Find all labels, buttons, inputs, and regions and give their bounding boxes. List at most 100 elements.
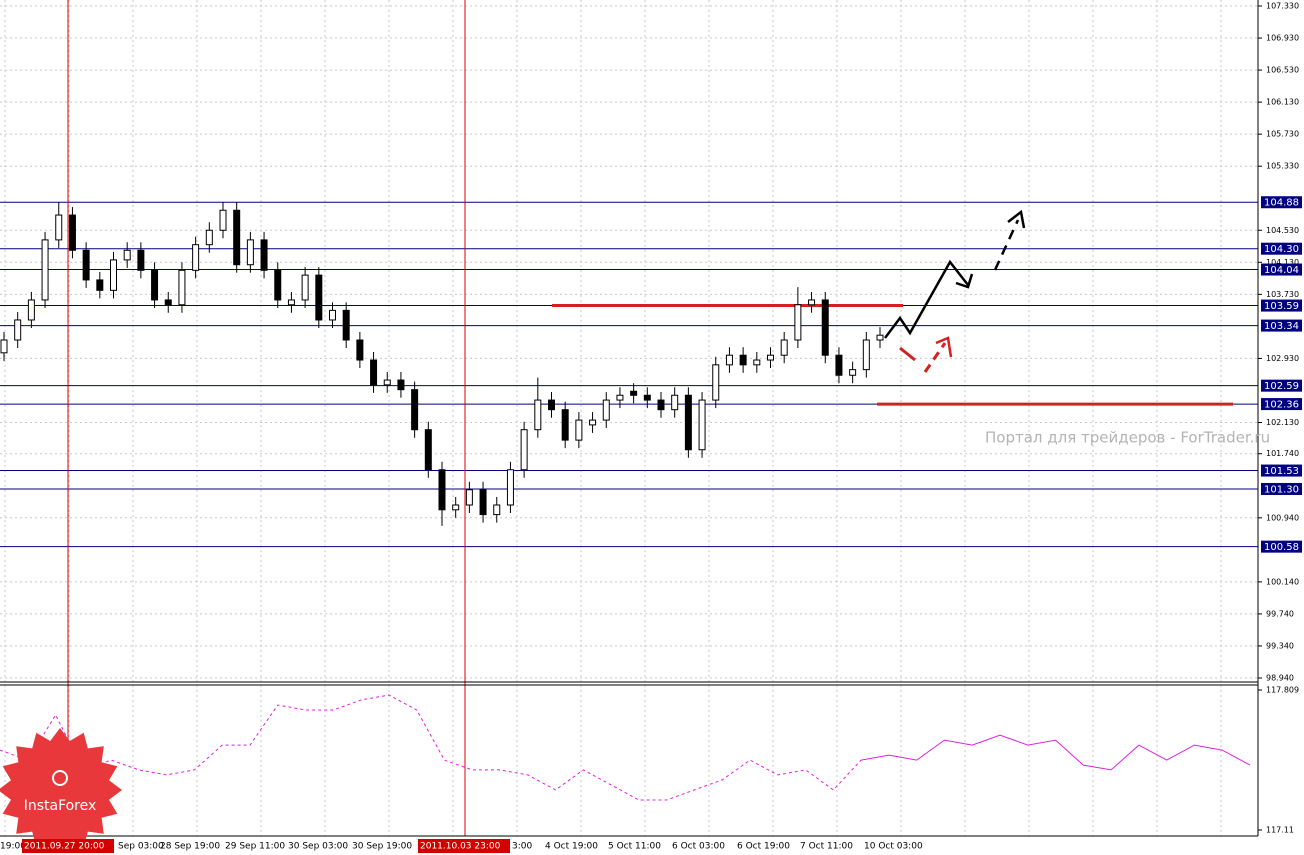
candle-body [164,299,172,306]
y-tick-label: 99.740 [1266,609,1294,618]
candle-body [55,214,63,241]
indicator-layer [0,694,1251,801]
candle-body [178,269,186,306]
candle-body [506,469,514,506]
candle-body [548,399,555,411]
candle-body [753,359,761,366]
candle-body [835,354,843,376]
x-tick-label: Sep 03:00 [118,842,164,852]
candle-body [383,379,391,386]
level-label-box [1261,242,1302,255]
candle-body [260,239,268,271]
level-layer [0,201,1258,548]
candle-body [794,304,802,341]
y-tick-label: 102.930 [1266,354,1299,363]
candle-body [329,309,336,321]
watermark: Портал для трейдеров - ForTrader.ru [985,429,1270,447]
x-label-highlight [22,839,114,853]
candle-body [356,339,364,361]
candle-body [684,394,692,451]
candle-body [342,309,350,341]
candle-layer [0,202,884,526]
y-tick-label: 99.340 [1266,641,1294,650]
candle-body [424,429,432,471]
arrow-head [955,273,974,289]
level-label-box [1261,196,1302,209]
candle-body [821,299,829,356]
candle-body [767,354,774,361]
candle-body [493,504,501,516]
level-label: 103.59 [1264,301,1299,312]
candle-body [630,390,638,396]
candle-body [96,279,104,291]
y-tick-label: 105.330 [1266,162,1299,171]
y-tick-label: 103.730 [1266,290,1299,299]
candle-body [68,214,76,251]
level-label-box [1261,263,1302,276]
candle-body [287,299,295,306]
candle-body [452,504,460,511]
candle-body [14,319,22,341]
forecast-arrow [899,346,916,362]
indicator-line [0,694,862,801]
candle-body [849,369,857,376]
candle-body [698,399,706,451]
logo-badge [0,728,122,852]
x-tick-label: 3:00 [512,842,532,852]
level-label-box [1261,398,1302,411]
candle-body [862,339,870,371]
y-tick-label: 106.930 [1266,34,1299,43]
level-label: 101.53 [1264,466,1299,477]
candle-body [110,259,117,291]
candle-body [602,399,610,421]
candle-body [205,229,213,246]
candle-body [192,244,200,271]
level-label: 102.59 [1264,381,1299,392]
x-tick-label: 10 Oct 03:00 [864,842,923,852]
forecast-arrow [884,259,969,339]
candle-body [370,359,378,386]
candle-body [575,419,583,441]
x-tick-label: 2011.09.27 20:00 [24,842,105,852]
candle-body [0,339,8,354]
y-tick-label: 100.940 [1266,513,1299,522]
candle-body [712,364,720,401]
x-tick-label: 4 Oct 19:00 [545,842,598,852]
candle-body [301,274,309,301]
candle-body [739,354,747,366]
candle-body [465,489,473,506]
x-tick-label: 28 Sep 19:00 [160,842,220,852]
level-label: 104.04 [1264,265,1299,276]
y-tick-label: 102.130 [1266,418,1299,427]
x-tick-label: 19:00 [0,842,26,852]
grid-layer [0,0,1258,836]
candle-body [233,209,241,266]
candle-body [438,469,446,511]
candle-body [82,249,90,281]
candle-body [123,249,131,261]
x-label-highlight [418,839,510,853]
candle-body [780,339,788,356]
y-tick-label: 104.130 [1266,258,1299,267]
candle-body [274,269,282,301]
candle-body [534,399,542,431]
candle-body [808,299,816,306]
level-label-box [1261,464,1302,477]
logo: InstaForex [0,728,122,852]
candle-body [27,299,35,321]
candle-body [671,394,679,411]
level-label-box [1261,299,1302,312]
level-label: 104.30 [1264,244,1299,255]
candle-body [520,429,528,471]
candle-body [479,489,487,516]
x-tick-label: 30 Sep 03:00 [288,842,348,852]
level-label: 103.34 [1264,321,1299,332]
arrow-head [935,336,953,358]
indicator-line [861,734,1251,771]
x-tick-label: 6 Oct 03:00 [672,842,725,852]
y2-tick-label: 117.11 [1266,825,1294,834]
level-label-box [1261,540,1302,553]
